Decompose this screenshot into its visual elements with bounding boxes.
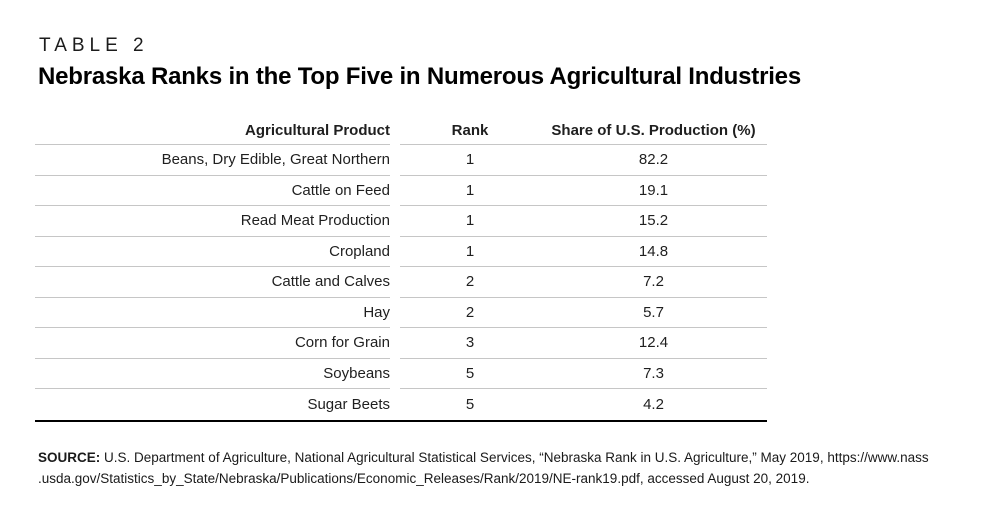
table-row: Sugar Beets 5 4.2: [35, 389, 767, 420]
table-row: Beans, Dry Edible, Great Northern 1 82.2: [35, 145, 767, 176]
table-row: Cattle and Calves 2 7.2: [35, 267, 767, 298]
product-cell: Corn for Grain: [35, 328, 390, 359]
rank-cell: 1: [465, 212, 475, 230]
source-label: SOURCE:: [38, 449, 101, 465]
column-header-share: Share of U.S. Production (%): [551, 122, 756, 139]
table-row: Corn for Grain 3 12.4: [35, 328, 767, 359]
product-cell: Cattle and Calves: [35, 267, 390, 298]
rank-cell: 1: [465, 242, 475, 260]
table-number-label: TABLE 2: [39, 35, 149, 56]
share-cell: 15.2: [638, 212, 669, 230]
share-cell: 4.2: [643, 395, 664, 413]
rank-cell: 3: [465, 334, 475, 352]
source-text-1: U.S. Department of Agriculture, National…: [100, 449, 929, 465]
rank-cell: 2: [465, 273, 475, 291]
page-title: Nebraska Ranks in the Top Five in Numero…: [38, 63, 801, 90]
product-cell: Soybeans: [35, 359, 390, 389]
column-header-rank: Rank: [451, 122, 489, 139]
share-cell: 14.8: [638, 242, 669, 260]
product-cell: Read Meat Production: [35, 206, 390, 237]
document-page: TABLE 2 Nebraska Ranks in the Top Five i…: [0, 36, 1000, 510]
column-header-agricultural-product: Agricultural Product: [35, 117, 390, 145]
table-bottom-rule: [35, 419, 767, 422]
share-cell: 5.7: [643, 303, 664, 321]
share-cell: 19.1: [638, 181, 669, 199]
table-row: Soybeans 5 7.3: [35, 359, 767, 389]
share-cell: 7.3: [643, 364, 664, 382]
rank-cell: 2: [465, 303, 475, 321]
share-cell: 7.2: [643, 273, 664, 291]
rank-cell: 5: [465, 364, 475, 382]
data-table: Agricultural Product Rank Share of U.S. …: [35, 117, 767, 420]
product-cell: Cropland: [35, 237, 390, 267]
table-row: Hay 2 5.7: [35, 298, 767, 328]
source-line-1: SOURCE: U.S. Department of Agriculture, …: [38, 450, 929, 465]
rank-cell: 1: [465, 151, 475, 169]
table-row: Cropland 1 14.8: [35, 237, 767, 267]
product-cell: Cattle on Feed: [35, 176, 390, 206]
table-row: Cattle on Feed 1 19.1: [35, 176, 767, 206]
table-row: Read Meat Production 1 15.2: [35, 206, 767, 237]
share-cell: 82.2: [638, 151, 669, 169]
table-header-row: Agricultural Product Rank Share of U.S. …: [35, 117, 767, 145]
share-cell: 12.4: [638, 334, 669, 352]
product-cell: Sugar Beets: [307, 395, 390, 413]
source-note: SOURCE: U.S. Department of Agriculture, …: [38, 447, 973, 489]
product-cell: Beans, Dry Edible, Great Northern: [35, 145, 390, 176]
rank-cell: 5: [465, 395, 475, 413]
source-line-2: .usda.gov/Statistics_by_State/Nebraska/P…: [38, 470, 810, 486]
table-body: Beans, Dry Edible, Great Northern 1 82.2 Ca…: [35, 145, 767, 420]
rank-cell: 1: [465, 181, 475, 199]
product-cell: Hay: [35, 298, 390, 328]
